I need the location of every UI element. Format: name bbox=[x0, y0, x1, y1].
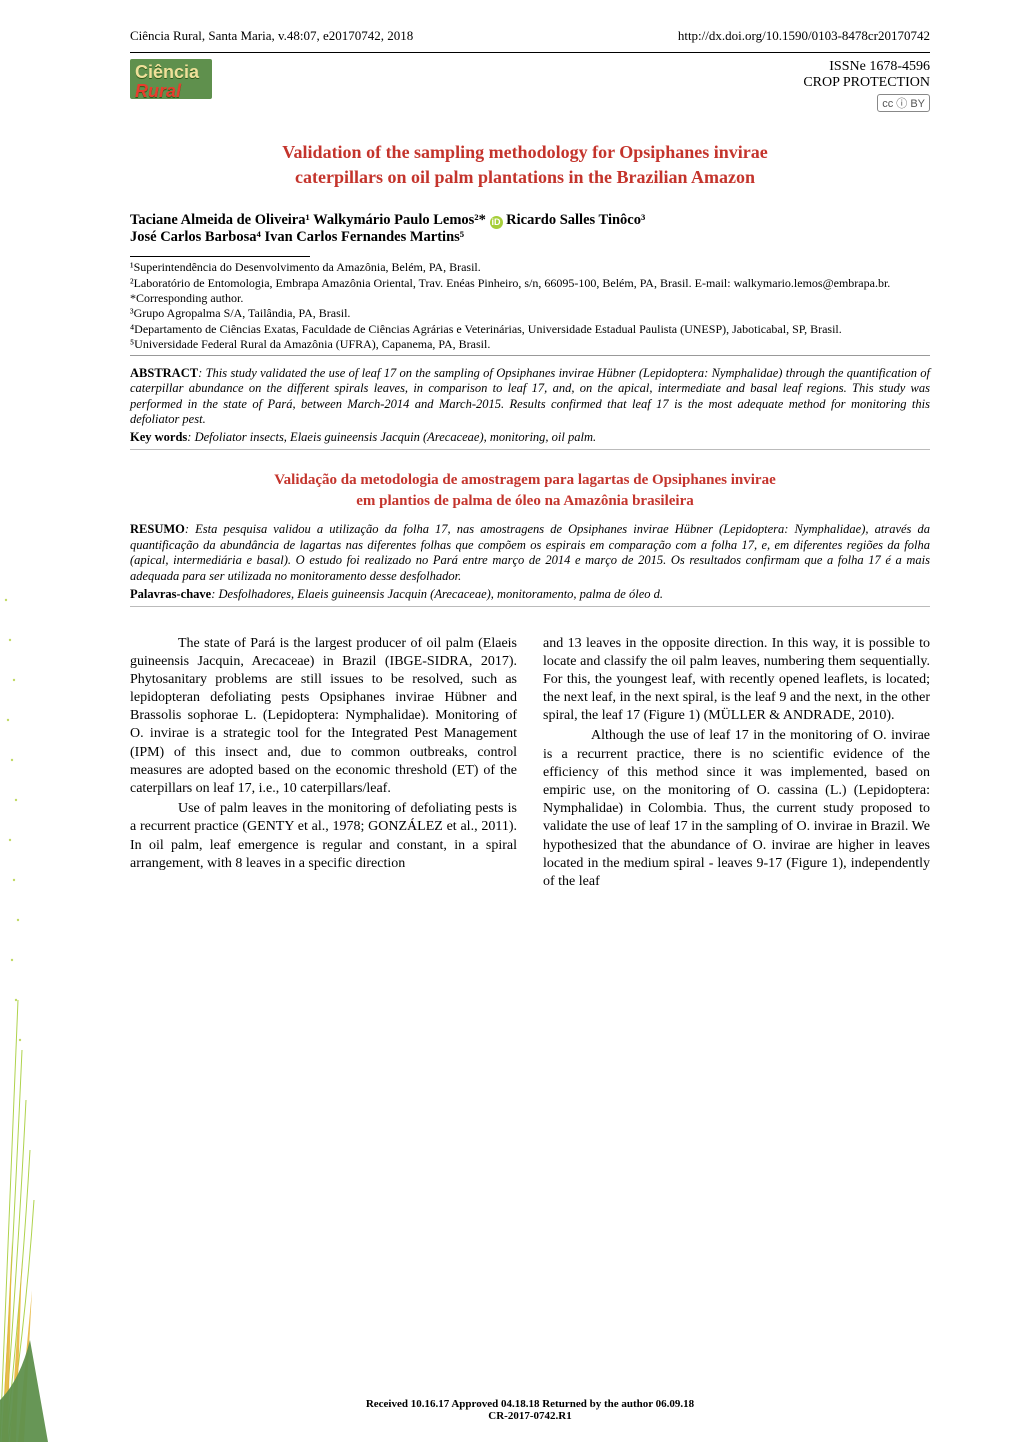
article-title: Validation of the sampling methodology f… bbox=[0, 112, 1020, 190]
left-para-2: Use of palm leaves in the monitoring of … bbox=[130, 800, 517, 873]
right-para-1: and 13 leaves in the opposite direction.… bbox=[543, 635, 930, 726]
received-text: Received 10.16.17 Approved 04.18.18 Retu… bbox=[366, 1398, 694, 1410]
logo-line2: Rural bbox=[135, 82, 207, 101]
logo-line1: Ciência bbox=[135, 63, 207, 82]
affiliation-4: ⁴Departamento de Ciências Exatas, Faculd… bbox=[130, 322, 930, 337]
header-row: Ciência Rural, Santa Maria, v.48:07, e20… bbox=[0, 0, 1020, 48]
affiliation-3: ³Grupo Agropalma S/A, Tailândia, PA, Bra… bbox=[130, 306, 930, 321]
kw-pt-label: Palavras-chave bbox=[130, 587, 211, 601]
subtitle-pt: Validação da metodologia de amostragem p… bbox=[0, 450, 1020, 512]
left-column: The state of Pará is the largest produce… bbox=[130, 635, 517, 894]
journal-citation: Ciência Rural, Santa Maria, v.48:07, e20… bbox=[130, 28, 413, 44]
issn-text: ISSNe 1678-4596 bbox=[803, 59, 930, 75]
right-para-2: Although the use of leaf 17 in the monit… bbox=[543, 727, 930, 891]
affiliation-1: ¹Superintendência do Desenvolvimento da … bbox=[130, 260, 930, 275]
affiliations: ¹Superintendência do Desenvolvimento da … bbox=[0, 246, 1020, 352]
left-ornament-strip bbox=[0, 0, 48, 1442]
left-para-1: The state of Pará is the largest produce… bbox=[130, 635, 517, 799]
title-line2: caterpillars on oil palm plantations in … bbox=[150, 165, 900, 190]
abstract-en-text: : This study validated the use of leaf 1… bbox=[130, 366, 930, 427]
title-line1: Validation of the sampling methodology f… bbox=[150, 140, 900, 165]
cr-id: CR-2017-0742.R1 bbox=[130, 1410, 930, 1422]
keywords-en: Key words: Defoliator insects, Elaeis gu… bbox=[0, 428, 1020, 445]
corresponding-author: *Corresponding author. bbox=[130, 291, 930, 306]
affiliation-5: ⁵Universidade Federal Rural da Amazônia … bbox=[130, 337, 930, 352]
authors-line2: José Carlos Barbosa⁴ Ivan Carlos Fernand… bbox=[130, 229, 464, 245]
abstract-en-label: ABSTRACT bbox=[130, 366, 198, 380]
author-list: Taciane Almeida de Oliveira¹ Walkymário … bbox=[0, 190, 1020, 246]
affiliation-rule bbox=[130, 256, 310, 257]
abstract-pt: RESUMO: Esta pesquisa validou a utilizaç… bbox=[0, 512, 1020, 585]
abstract-pt-text: : Esta pesquisa validou a utilização da … bbox=[130, 522, 930, 583]
header-right-meta: ISSNe 1678-4596 CROP PROTECTION cc ⓘ BY bbox=[803, 59, 930, 112]
section-text: CROP PROTECTION bbox=[803, 75, 930, 91]
right-column: and 13 leaves in the opposite direction.… bbox=[543, 635, 930, 894]
kw-en-label: Key words bbox=[130, 430, 187, 444]
abstract-pt-label: RESUMO bbox=[130, 522, 185, 536]
authors-line1b: Ricardo Salles Tinôco³ bbox=[506, 212, 645, 228]
subtitle-pt-line1: Validação da metodologia de amostragem p… bbox=[170, 470, 880, 491]
cc-license-badge: cc ⓘ BY bbox=[877, 94, 930, 112]
logo-meta-row: Ciência Rural ISSNe 1678-4596 CROP PROTE… bbox=[0, 53, 1020, 112]
affiliation-2: ²Laboratório de Entomologia, Embrapa Ama… bbox=[130, 276, 930, 291]
keywords-pt: Palavras-chave: Desfolhadores, Elaeis gu… bbox=[0, 585, 1020, 602]
authors-line1a: Taciane Almeida de Oliveira¹ Walkymário … bbox=[130, 212, 486, 228]
abstract-en: ABSTRACT: This study validated the use o… bbox=[0, 356, 1020, 429]
orcid-icon[interactable]: iD bbox=[490, 216, 503, 229]
footer-received: Received 10.16.17 Approved 04.18.18 Retu… bbox=[130, 1398, 930, 1422]
journal-logo: Ciência Rural bbox=[130, 59, 212, 99]
body-columns: The state of Pará is the largest produce… bbox=[0, 607, 1020, 894]
kw-pt-text: : Desfolhadores, Elaeis guineensis Jacqu… bbox=[211, 587, 663, 601]
kw-en-text: : Defoliator insects, Elaeis guineensis … bbox=[187, 430, 596, 444]
doi-link[interactable]: http://dx.doi.org/10.1590/0103-8478cr201… bbox=[678, 28, 930, 44]
subtitle-pt-line2: em plantios de palma de óleo na Amazônia… bbox=[170, 491, 880, 512]
